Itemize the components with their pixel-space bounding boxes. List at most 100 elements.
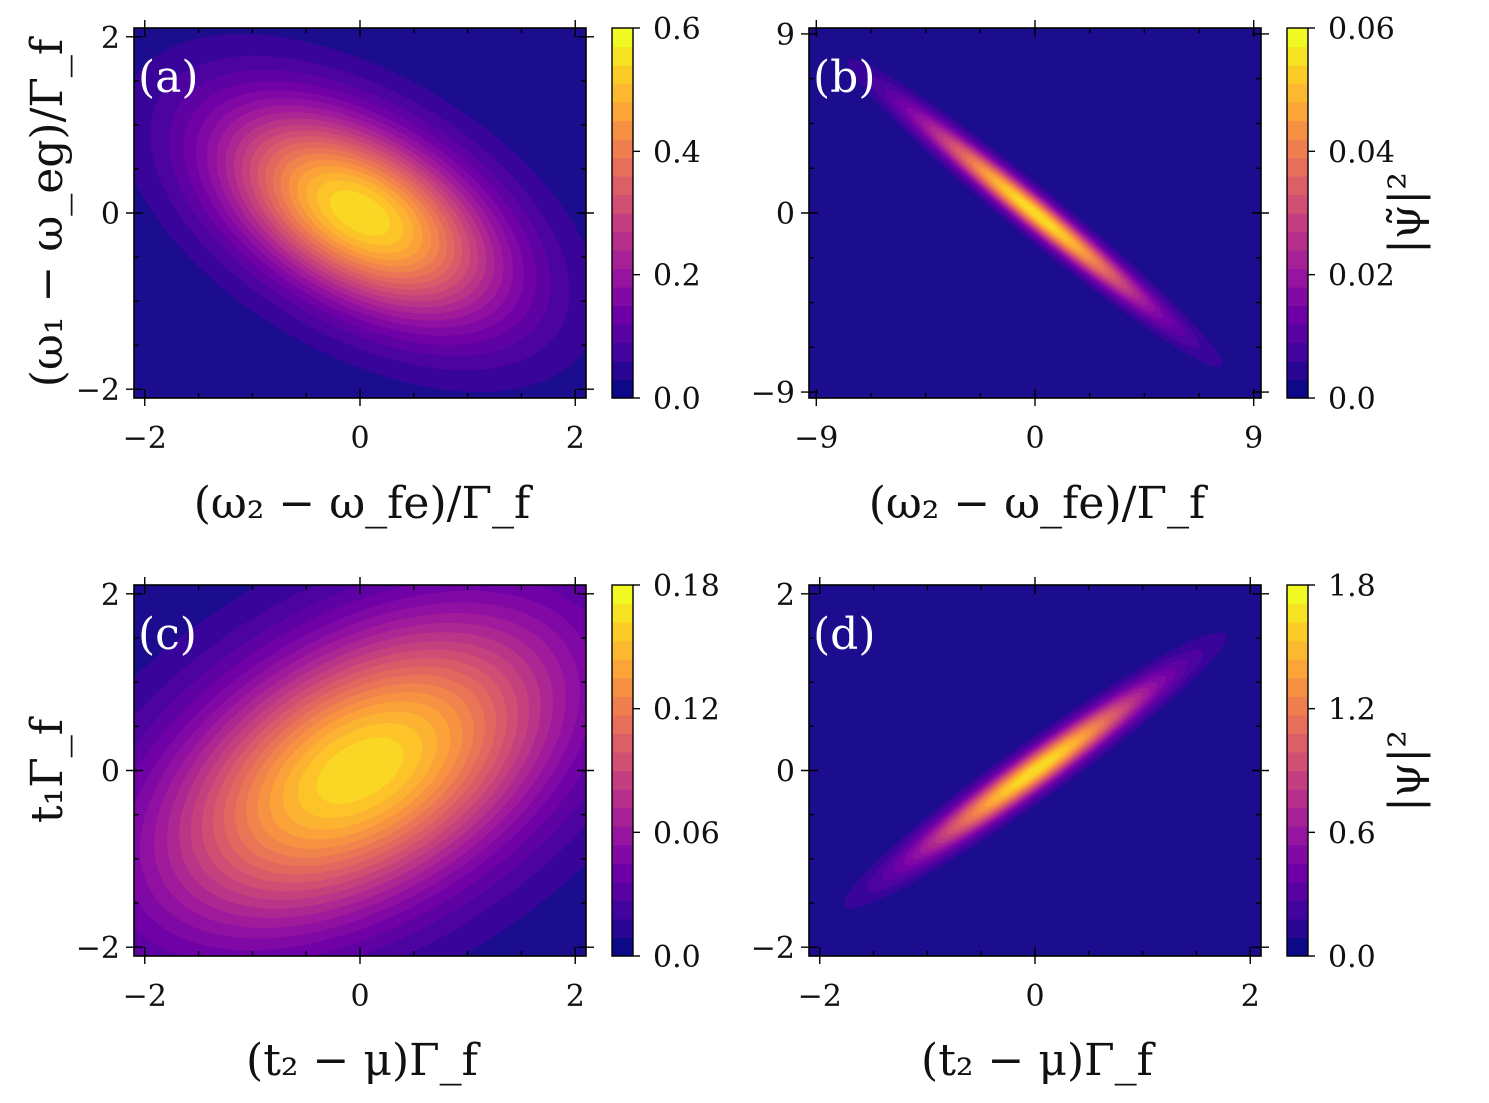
colorbar-segment <box>1287 305 1308 325</box>
colorbar-segment <box>612 937 633 957</box>
colorbar-segment <box>612 826 633 846</box>
y-tick-label: −2 <box>751 931 795 966</box>
colorbar-segment <box>612 677 633 697</box>
colorbar-segment <box>612 789 633 809</box>
colorbar-segment <box>1287 361 1308 381</box>
x-tick-label: −9 <box>794 421 838 456</box>
contour-level <box>1011 193 1059 233</box>
colorbar-segment <box>612 361 633 381</box>
panel-tag: (c) <box>138 609 197 660</box>
colorbar-segment <box>1287 881 1308 901</box>
y-tick-label: 2 <box>776 578 795 613</box>
y-tick-label: −9 <box>751 376 795 411</box>
colorbar-segment <box>1287 287 1308 307</box>
colorbar-tick-label: 0.0 <box>653 940 701 975</box>
colorbar-segment <box>612 287 633 307</box>
colorbar-segment <box>612 622 633 642</box>
colorbar-segment <box>1287 714 1308 734</box>
colorbar-segment <box>612 342 633 362</box>
colorbar-segment <box>1287 622 1308 642</box>
x-tick-label: 0 <box>350 421 369 456</box>
colorbar-segment <box>612 751 633 772</box>
panel-1: −9 0 9−909(b)(ω₂ − ω_fe)/Γ_f0.00.020.040.0… <box>751 12 1431 529</box>
colorbar-segment <box>1287 157 1308 177</box>
colorbar-tick-label: 0.18 <box>653 569 720 604</box>
colorbar-segment <box>612 733 633 753</box>
colorbar-segment <box>1287 379 1308 399</box>
colorbar-segment <box>1287 65 1308 85</box>
colorbar-segment <box>1287 937 1308 957</box>
panel-2: −2 0 2−202(c)(t₂ − μ)Γ_ft₁Γ_f0.00.060.120.… <box>22 569 720 1086</box>
colorbar-segment <box>612 714 633 734</box>
panel-tag: (a) <box>138 52 199 103</box>
colorbar-segment <box>612 918 633 939</box>
colorbar-segment <box>1287 844 1308 864</box>
contour-fill <box>134 585 586 956</box>
colorbar-segment <box>612 28 633 48</box>
colorbar-segment <box>1287 213 1308 233</box>
colorbar-segment <box>1287 102 1308 122</box>
colorbar-frame <box>1286 27 1309 399</box>
x-axis-label: (ω₂ − ω_fe)/Γ_f <box>869 478 1208 529</box>
x-tick-label: −2 <box>123 979 167 1014</box>
y-axis-label: (ω₁ − ω_eg)/Γ_f <box>22 36 73 387</box>
colorbar-segment <box>1287 900 1308 920</box>
colorbar-segment <box>1287 863 1308 883</box>
x-tick-label: 2 <box>1241 979 1260 1014</box>
colorbar-segment <box>1287 176 1308 196</box>
contour-fill <box>847 59 1223 367</box>
colorbar-segment <box>1287 640 1308 660</box>
colorbar-frame <box>611 584 634 957</box>
colorbar-tick-label: 0.4 <box>653 135 701 170</box>
x-axis-label: (t₂ − μ)Γ_f <box>921 1035 1156 1086</box>
y-tick-label: −2 <box>76 373 120 408</box>
colorbar-segment <box>1287 28 1308 48</box>
contour-level <box>329 190 391 236</box>
contour-fill <box>843 632 1227 909</box>
colorbar-segment <box>612 324 633 344</box>
x-tick-label: 2 <box>566 979 585 1014</box>
colorbar-segment <box>612 770 633 790</box>
colorbar-segment <box>1287 342 1308 362</box>
colorbar-tick-label: 0.2 <box>653 259 701 294</box>
colorbar-tick-label: 0.0 <box>1328 940 1376 975</box>
x-tick-label: 9 <box>1244 421 1263 456</box>
x-tick-label: 0 <box>1025 421 1044 456</box>
colorbar-tick-label: 0.02 <box>1328 259 1395 294</box>
y-tick-label: 2 <box>101 578 120 613</box>
colorbar-frame <box>611 27 634 399</box>
colorbar-segment <box>1287 46 1308 66</box>
colorbar-segment <box>612 176 633 196</box>
colorbar-segment <box>1287 250 1308 270</box>
colorbar-segment <box>612 102 633 122</box>
colorbar-label: |ψ|² <box>1380 730 1431 812</box>
x-tick-label: 0 <box>1025 979 1044 1014</box>
colorbar-segment <box>612 46 633 66</box>
colorbar-segment <box>612 65 633 85</box>
ticks <box>126 20 594 406</box>
colorbar-tick-label: 0.0 <box>1328 382 1376 417</box>
colorbar-segment <box>1287 659 1308 679</box>
colorbar-segment <box>1287 696 1308 716</box>
colorbar-segment <box>1287 603 1308 623</box>
colorbar-segment <box>1287 733 1308 753</box>
ticks <box>801 20 1269 406</box>
x-axis-label: (ω₂ − ω_fe)/Γ_f <box>194 478 533 529</box>
colorbar-segment <box>1287 918 1308 939</box>
colorbar-segment <box>612 585 633 605</box>
colorbar-tick-label: 0.6 <box>653 12 701 47</box>
colorbar-tick-label: 1.2 <box>1328 693 1376 728</box>
colorbar-segment <box>612 696 633 716</box>
colorbar-segment <box>1287 770 1308 790</box>
colorbar-segment <box>1287 268 1308 288</box>
colorbar-segment <box>612 268 633 288</box>
ticks <box>801 577 1269 964</box>
y-axis-label: t₁Γ_f <box>22 716 73 823</box>
colorbar-tick-label: 0.04 <box>1328 135 1395 170</box>
colorbar-segment <box>612 213 633 233</box>
colorbar-segment <box>612 603 633 623</box>
y-tick-label: 0 <box>101 197 120 232</box>
x-tick-label: 0 <box>350 979 369 1014</box>
contour-fill <box>134 34 586 392</box>
colorbar-segment <box>1287 120 1308 140</box>
